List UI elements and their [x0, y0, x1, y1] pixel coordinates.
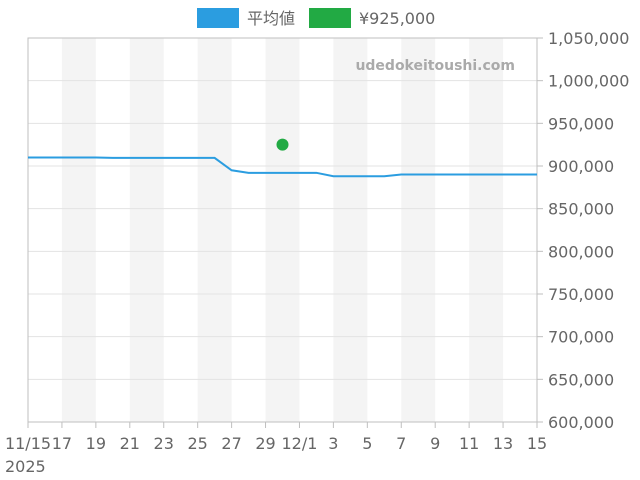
x-tick-label: 21 [120, 434, 140, 453]
alternating-bands [61, 38, 504, 422]
y-tick-label: 1,050,000 [548, 29, 629, 48]
band [469, 38, 504, 422]
x-tick-label: 12/1 [281, 434, 317, 453]
legend-item[interactable]: 平均値 [197, 8, 295, 28]
legend-item[interactable]: ¥925,000 [309, 8, 435, 28]
x-tick-label: 13 [493, 434, 513, 453]
legend-label: 平均値 [247, 9, 295, 28]
series-layer [28, 138, 537, 178]
x-tick-label: 5 [362, 434, 372, 453]
y-tick-labels: 600,000 650,000 700,000 750,000 800,000 850,0… [548, 29, 629, 432]
x-tick-label: 11/15 [5, 434, 51, 453]
x-tick-label: 17 [52, 434, 72, 453]
y-tick-label: 1,000,000 [548, 72, 629, 91]
y-tick-label: 700,000 [548, 328, 614, 347]
watermark: udedokeitoushi.com [355, 58, 515, 74]
legend-swatch [197, 8, 239, 28]
axes [27, 37, 543, 428]
x-tick-label: 3 [328, 434, 338, 453]
band [61, 38, 96, 422]
x-tick-label: 23 [154, 434, 174, 453]
x-tick-label: 27 [221, 434, 241, 453]
band [265, 38, 300, 422]
x-year-label: 2025 [5, 457, 46, 476]
band [401, 38, 436, 422]
x-tick-labels: 11/15 17 19 21 23 25 27 29 12/1 3 5 7 9 11 13 15 [5, 434, 547, 453]
x-tick-label: 9 [430, 434, 440, 453]
x-tick-label: 7 [396, 434, 406, 453]
y-tick-label: 600,000 [548, 413, 614, 432]
series-point[interactable] [276, 138, 289, 151]
band [333, 38, 368, 422]
series-line-average [28, 156, 537, 178]
plot-frame [27, 37, 538, 423]
x-tick-label: 25 [187, 434, 207, 453]
band [129, 38, 164, 422]
y-tick-label: 750,000 [548, 285, 614, 304]
x-tick-label: 19 [86, 434, 106, 453]
band [197, 38, 232, 422]
y-tick-label: 900,000 [548, 157, 614, 176]
y-tick-label: 800,000 [548, 242, 614, 261]
x-tick-label: 15 [527, 434, 547, 453]
y-tick-label: 950,000 [548, 114, 614, 133]
x-tick-label: 29 [255, 434, 275, 453]
legend-label: ¥925,000 [359, 9, 435, 28]
legend-swatch [309, 8, 351, 28]
legend[interactable]: 平均値 ¥925,000 [197, 8, 435, 28]
x-tick-label: 11 [459, 434, 479, 453]
y-tick-label: 850,000 [548, 200, 614, 219]
y-tick-label: 650,000 [548, 370, 614, 389]
